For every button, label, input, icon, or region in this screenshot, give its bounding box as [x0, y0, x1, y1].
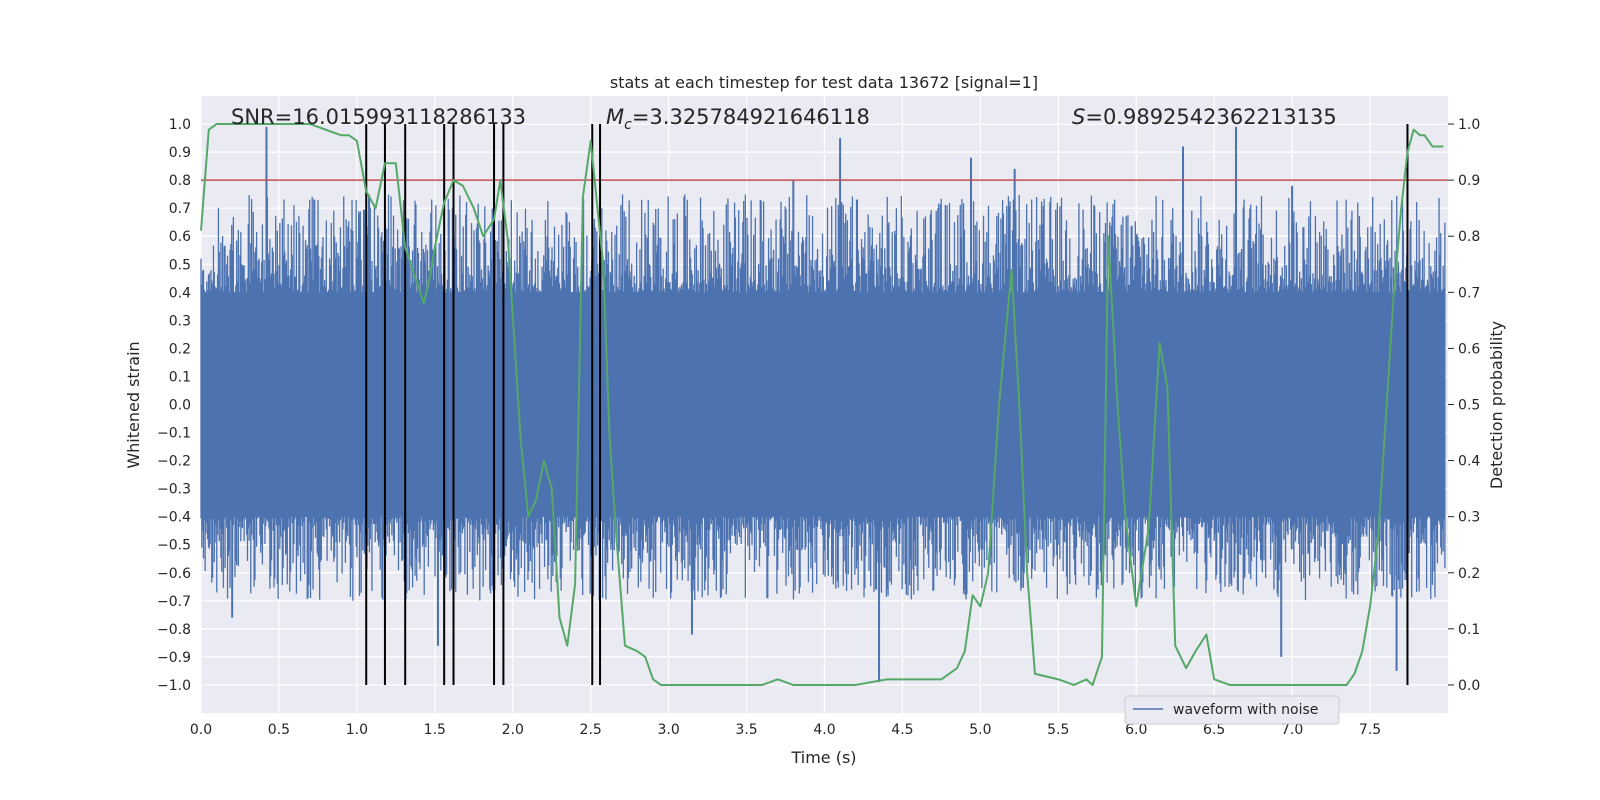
x-tick-label: 1.0 [346, 722, 368, 738]
legend-box [1124, 695, 1340, 725]
s-value: =0.9892542362213135 [1085, 105, 1336, 129]
y2-tick-label: 0.8 [1458, 229, 1480, 245]
y-tick-label: 1.0 [169, 117, 191, 133]
chirp-mass-annotation: Mc=3.325784921646118 [606, 105, 870, 133]
y-tick-label: 0.1 [169, 369, 191, 385]
y2-tick-labels: 1.0 0.9 0.8 0.7 0.6 0.5 0.4 0.3 0.2 0.1 0.0 [1448, 117, 1480, 694]
x-tick-label: 3.0 [657, 722, 679, 738]
x-tick-label: 7.5 [1359, 722, 1381, 738]
y-tick-label: −0.4 [157, 510, 191, 526]
y-tick-label: −0.7 [157, 594, 191, 610]
y2-tick-label: 0.0 [1458, 678, 1480, 694]
snr-annotation: SNR=16.015993118286133 [231, 105, 526, 129]
y-tick-label: −0.2 [157, 454, 191, 470]
x-tick-label: 4.0 [813, 722, 835, 738]
x-tick-label: 6.0 [1125, 722, 1147, 738]
y-tick-label: −0.6 [157, 566, 191, 582]
x-tick-labels: 0.0 0.5 1.0 1.5 2.0 2.5 3.0 3.5 4.0 4.5 5.0 5.5 6.0 6… [190, 722, 1381, 738]
y2-tick-label: 0.6 [1458, 341, 1480, 357]
x-tick-label: 5.5 [1047, 722, 1069, 738]
event-markers [365, 124, 1409, 685]
chirp-mass-symbol: M [606, 105, 624, 129]
y-tick-label: 0.3 [169, 313, 191, 329]
y2-tick-label: 0.4 [1458, 454, 1480, 470]
chirp-mass-subscript: c [624, 117, 632, 133]
y-tick-label: 0.5 [169, 257, 191, 273]
probability-series [200, 123, 1444, 686]
y-tick-label: −0.9 [157, 650, 191, 666]
y2-tick-label: 0.7 [1458, 285, 1480, 301]
probability-line [200, 123, 1444, 686]
x-tick-label: 0.0 [190, 722, 212, 738]
x-tick-label: 5.0 [969, 722, 991, 738]
y-tick-label: 0.4 [169, 285, 191, 301]
x-tick-label: 3.5 [735, 722, 757, 738]
x-tick-label: 2.5 [580, 722, 602, 738]
y-tick-label: −0.1 [157, 426, 191, 442]
y-tick-label: −0.3 [157, 482, 191, 498]
x-tick-label: 2.0 [502, 722, 524, 738]
x-tick-label: 1.5 [424, 722, 446, 738]
y-tick-label: 0.0 [169, 398, 191, 414]
legend-label: waveform with noise [1173, 702, 1318, 718]
s-annotation: S=0.9892542362213135 [1072, 105, 1337, 129]
y-axis-label: Whitened strain [124, 341, 143, 468]
chirp-mass-value: =3.325784921646118 [632, 105, 870, 129]
y-tick-label: 0.2 [169, 341, 191, 357]
y-tick-label: 0.6 [169, 229, 191, 245]
y-tick-label: 0.8 [169, 173, 191, 189]
y2-axis-label: Detection probability [1487, 321, 1506, 489]
y-tick-label: −0.8 [157, 622, 191, 638]
y-tick-label: −0.5 [157, 538, 191, 554]
y2-tick-label: 0.9 [1458, 173, 1480, 189]
y-tick-label: −1.0 [157, 678, 191, 694]
y2-tick-label: 0.3 [1458, 510, 1480, 526]
y-tick-label: 0.9 [169, 145, 191, 161]
y2-tick-label: 0.5 [1458, 398, 1480, 414]
x-tick-label: 7.0 [1281, 722, 1303, 738]
x-tick-label: 6.5 [1203, 722, 1225, 738]
x-tick-label: 4.5 [891, 722, 913, 738]
y2-tick-label: 0.2 [1458, 566, 1480, 582]
legend: waveform with noise [1124, 695, 1340, 725]
s-symbol: S [1072, 105, 1085, 129]
y-tick-labels: 1.0 0.9 0.8 0.7 0.6 0.5 0.4 0.3 0.2 0.1 0.0 −0.1 −0.… [157, 117, 191, 694]
y-tick-label: 0.7 [169, 201, 191, 217]
x-axis-label: Time (s) [790, 748, 856, 767]
chart-title: stats at each timestep for test data 136… [610, 73, 1038, 92]
x-tick-label: 0.5 [268, 722, 290, 738]
y2-tick-label: 1.0 [1458, 117, 1480, 133]
y2-tick-label: 0.1 [1458, 622, 1480, 638]
